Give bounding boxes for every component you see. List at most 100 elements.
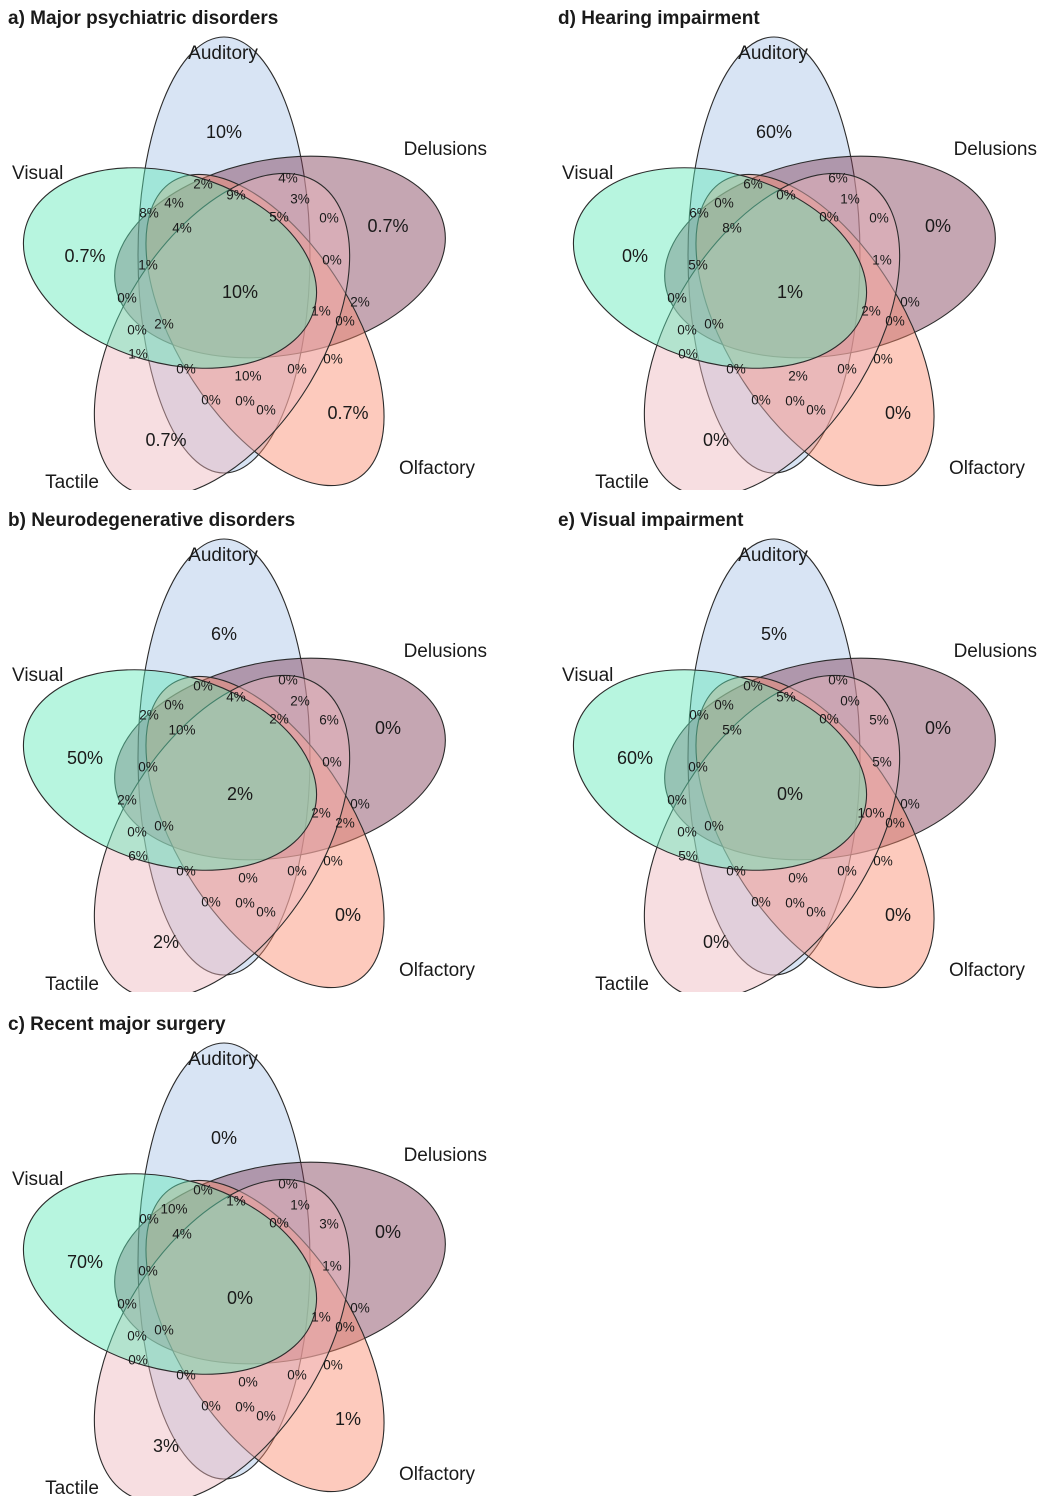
region-value-d: 0% [925,718,951,738]
region-value-aov: 0% [319,211,339,226]
venn-diagram: Auditory Delusions Olfactory Tactile Visual 0… [12,1042,487,1496]
set-label-tactile: Tactile [45,1478,99,1496]
region-value-ao: 2% [193,177,213,192]
set-ellipse-delusions [114,657,446,861]
set-ellipse-delusions [664,657,996,861]
set-ellipse-tactile [643,172,901,490]
region-value-t: 0.7% [145,430,186,450]
region-value-adotv: 2% [227,784,253,804]
region-value-aotv: 0% [154,819,174,834]
region-value-ot: 0% [785,394,805,409]
region-value-dot: 0% [287,1368,307,1383]
region-value-tv: 5% [678,849,698,864]
venn-panel-e: e) Visual impairment Auditory Delusions Ol… [550,502,1037,992]
region-value-dtv: 0% [127,1329,147,1344]
region-value-ado: 0% [776,188,796,203]
set-label-visual: Visual [562,665,613,686]
region-value-tv: 0% [128,1353,148,1368]
set-label-visual: Visual [12,163,63,184]
region-value-dt: 0% [667,793,687,808]
set-ellipse-olfactory [145,173,385,487]
region-value-dv: 1% [322,1259,342,1274]
panel-title: e) Visual impairment [558,510,744,531]
region-value-ov: 0% [873,352,893,367]
region-value-adv: 0% [714,698,734,713]
region-value-aot: 0% [256,403,276,418]
venn-panel-a: a) Major psychiatric disorders Auditory D… [0,0,500,490]
region-value-dtv: 0% [677,825,697,840]
region-value-adot: 5% [269,210,289,225]
region-value-o: 0% [885,403,911,423]
set-ellipse-auditory [137,1042,311,1480]
set-ellipse-olfactory [145,1179,385,1493]
region-value-adov: 4% [172,1227,192,1242]
region-value-v: 0% [622,246,648,266]
set-ellipse-delusions [664,155,996,359]
region-value-ov: 0% [323,1358,343,1373]
region-value-atv: 1% [138,258,158,273]
set-ellipse-olfactory [695,173,935,487]
region-value-adot: 0% [819,210,839,225]
panel-title: a) Major psychiatric disorders [8,8,279,29]
venn-diagram: Auditory Delusions Olfactory Tactile Visual 5… [562,538,1037,992]
region-value-d: 0% [375,718,401,738]
region-value-o: 0% [335,905,361,925]
region-value-ot: 0% [235,896,255,911]
region-value-ad: 0% [828,673,848,688]
venn-panel-b: b) Neurodegenerative disorders Auditory D… [0,502,500,992]
panel-title: d) Hearing impairment [558,8,760,29]
region-value-dtv: 0% [127,323,147,338]
region-value-aot: 0% [806,403,826,418]
region-value-adtv: 10% [857,806,884,821]
region-value-do: 2% [350,295,370,310]
set-ellipse-auditory [687,36,861,474]
set-ellipse-tactile [643,674,901,992]
region-value-dv: 1% [872,253,892,268]
set-label-delusions: Delusions [954,641,1037,662]
region-value-adt: 0% [840,694,860,709]
region-value-v: 70% [67,1252,103,1272]
set-label-visual: Visual [12,665,63,686]
region-value-dot: 0% [287,864,307,879]
venn-diagram: Auditory Delusions Olfactory Tactile Visual 6… [12,538,487,992]
region-value-tv: 1% [128,347,148,362]
venn-panel-d: d) Hearing impairment Auditory Delusions O… [550,0,1037,490]
region-value-adov: 8% [722,221,742,236]
venn-panel-c: c) Recent major surgery Auditory Delusion… [0,1006,500,1496]
region-value-dt: 2% [117,793,137,808]
set-ellipse-olfactory [695,675,935,989]
region-value-o: 0% [885,905,911,925]
region-value-adt: 3% [290,192,310,207]
region-value-dov: 0% [335,314,355,329]
region-value-av: 0% [139,1212,159,1227]
region-value-adt: 1% [290,1198,310,1213]
region-value-t: 2% [153,932,179,952]
region-value-tv: 0% [678,347,698,362]
region-value-dv: 5% [872,755,892,770]
set-ellipse-tactile [93,172,351,490]
region-value-av: 8% [139,206,159,221]
region-value-d: 0.7% [367,216,408,236]
region-value-adov: 5% [722,723,742,738]
region-value-aov: 5% [869,713,889,728]
region-value-do: 0% [350,1301,370,1316]
region-value-dotv: 0% [788,871,808,886]
region-value-dot: 0% [837,864,857,879]
region-value-dov: 0% [885,816,905,831]
region-value-t: 0% [703,932,729,952]
region-value-a: 5% [761,624,787,644]
region-value-o: 1% [335,1409,361,1429]
region-value-ao: 0% [193,1183,213,1198]
region-value-aot: 0% [806,905,826,920]
region-value-dtv: 0% [677,323,697,338]
set-label-auditory: Auditory [188,43,258,64]
region-value-adot: 0% [819,712,839,727]
region-value-dotv: 0% [238,1375,258,1390]
region-value-dt: 0% [667,291,687,306]
region-value-v: 0.7% [64,246,105,266]
set-label-delusions: Delusions [404,641,487,662]
set-ellipse-delusions [114,1161,446,1365]
region-value-adtv: 1% [311,1310,331,1325]
region-value-adt: 1% [840,192,860,207]
region-value-t: 0% [703,430,729,450]
